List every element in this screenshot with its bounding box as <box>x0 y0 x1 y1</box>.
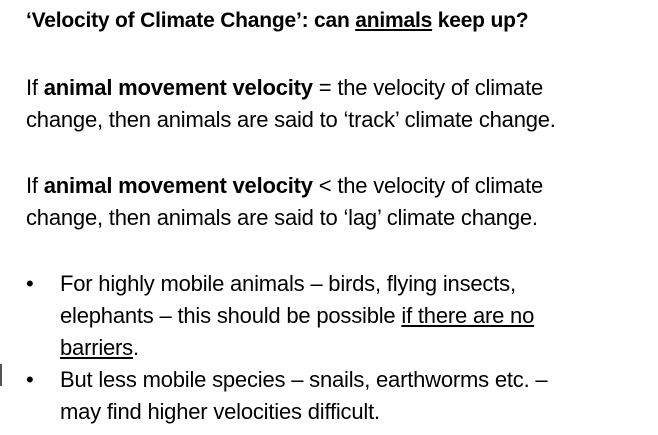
title-underlined-word: animals <box>355 9 433 32</box>
paragraph-track-line1-rest: = the velocity of climate <box>312 75 544 100</box>
paragraph-lag: If animal movement velocity < the veloci… <box>26 170 543 234</box>
bullet-2-line1: But less mobile species – snails, earthw… <box>60 367 548 392</box>
bullet-item-less-mobile-species: • But less mobile species – snails, eart… <box>26 364 548 428</box>
paragraph-lag-line2: change, then animals are said to ‘lag’ c… <box>26 205 538 230</box>
bullet-list: • For highly mobile animals – birds, fly… <box>26 268 548 428</box>
paragraph-track-prefix: If <box>26 75 44 100</box>
bullet-marker: • <box>26 367 34 392</box>
slide-title: ‘Velocity of Climate Change’: can animal… <box>26 6 529 36</box>
bullet-1-line3-underlined: barriers <box>60 335 133 360</box>
bullet-1-line2-underlined: if there are no <box>401 303 535 328</box>
bullet-1-line3: barriers. <box>60 332 547 364</box>
paragraph-track: If animal movement velocity = the veloci… <box>26 72 556 136</box>
title-text-end: keep up? <box>432 9 529 32</box>
paragraph-lag-prefix: If <box>26 173 44 198</box>
paragraph-lag-line1-rest: < the velocity of climate <box>312 173 544 198</box>
title-text-start: ‘Velocity of Climate Change’: can <box>26 9 356 32</box>
bullet-1-line3-text: . <box>132 335 139 360</box>
paragraph-track-line1: If animal movement velocity = the veloci… <box>26 72 556 104</box>
bullet-1-line2: elephants – this should be possible if t… <box>60 300 547 332</box>
edge-marker <box>0 364 2 386</box>
paragraph-track-bold-term: animal movement velocity <box>43 75 313 100</box>
bullet-marker: • <box>26 271 34 296</box>
paragraph-lag-line1: If animal movement velocity < the veloci… <box>26 170 543 202</box>
bullet-2-line2: may find higher velocities difficult. <box>60 399 380 424</box>
bullet-item-mobile-animals: • For highly mobile animals – birds, fly… <box>26 268 547 364</box>
paragraph-track-line2: change, then animals are said to ‘track’… <box>26 107 556 132</box>
bullet-1-line1: For highly mobile animals – birds, flyin… <box>60 271 516 296</box>
paragraph-lag-bold-term: animal movement velocity <box>43 173 313 198</box>
bullet-1-line2-text: elephants – this should be possible <box>60 303 402 328</box>
